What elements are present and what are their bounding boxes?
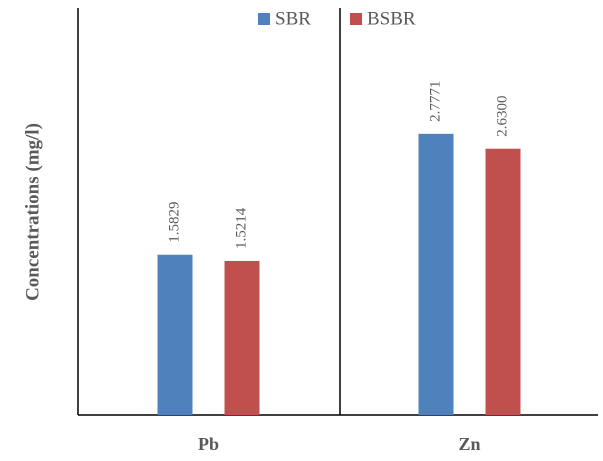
y-axis-label: Concentrations (mg/l)	[22, 123, 43, 301]
data-label: 2.6300	[494, 95, 510, 136]
bar	[418, 133, 454, 416]
bar	[485, 148, 521, 415]
legend-label: SBR	[275, 8, 311, 29]
legend-swatch	[258, 13, 270, 25]
x-tick-label: Zn	[458, 434, 480, 454]
bar	[224, 260, 260, 415]
legend-label: BSBR	[367, 8, 416, 29]
x-tick-label: Pb	[198, 434, 219, 454]
data-label: 1.5214	[233, 207, 249, 249]
data-label: 2.7771	[427, 81, 443, 122]
legend-swatch	[350, 13, 362, 25]
data-label: 1.5829	[166, 201, 182, 242]
bar	[157, 254, 193, 415]
